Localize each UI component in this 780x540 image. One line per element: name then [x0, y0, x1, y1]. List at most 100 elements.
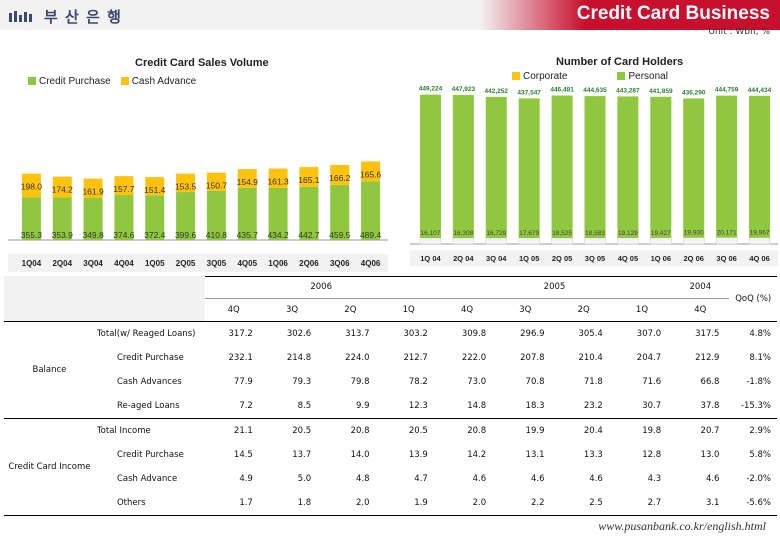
bar-personal	[683, 98, 705, 238]
x-tick-label: 3Q06	[330, 259, 350, 268]
bar-personal	[749, 95, 771, 238]
table-cell: 4.3	[647, 474, 662, 484]
table-cell: 71.8	[583, 377, 603, 387]
legend-label: Credit Purchase	[39, 76, 111, 87]
data-label-credit-purchase: 372.4	[144, 230, 166, 240]
data-label-cash-advance: 161.9	[82, 187, 104, 197]
data-label-personal: 443,287	[616, 87, 640, 94]
bar-corporate	[551, 237, 573, 245]
bar-credit-purchase	[52, 197, 72, 240]
data-label-credit-purchase: 349.8	[82, 230, 104, 240]
table-cell: 20.4	[554, 418, 613, 443]
data-label-corporate: 16,107	[421, 230, 441, 237]
data-label-corporate: 18,583	[585, 230, 605, 237]
x-tick-label: 2Q05	[176, 259, 196, 268]
data-label-personal: 437,547	[517, 89, 541, 96]
legend-item-credit-purchase: Credit Purchase	[28, 76, 111, 87]
data-label-cash-advance: 157.7	[113, 184, 135, 194]
legend-swatch-green	[617, 72, 626, 81]
table-cell: 4.8	[355, 474, 370, 484]
x-tick-label: 2Q04	[52, 259, 72, 268]
table-cell: 4.6	[705, 474, 720, 484]
group-label: Credit Card Income	[4, 418, 95, 515]
holders-chart-title: Number of Card Holders	[556, 56, 684, 68]
legend-item-corporate: Corporate	[512, 71, 567, 82]
data-label-personal: 436,290	[682, 89, 706, 96]
data-label-cash-advance: 150.7	[206, 181, 228, 191]
bar-cash-advance	[268, 168, 288, 188]
table-cell: 20.8	[437, 418, 497, 443]
x-tick-label: 2Q 05	[552, 254, 572, 263]
legend-swatch-yellow	[512, 72, 520, 81]
row-label: Credit Purchase	[116, 450, 184, 460]
table-cell: 79.3	[292, 377, 312, 387]
table-cell: 207.8	[520, 353, 545, 363]
table-cell: 13.1	[525, 450, 545, 460]
table-cell: 313.7	[321, 321, 380, 346]
table-row: Cash Advances 77.9 79.3 79.8 78.2 73.0 70.8 71.…	[4, 370, 777, 394]
bar-corporate	[419, 237, 442, 245]
data-label-personal: 444,434	[748, 87, 772, 94]
bar-corporate	[584, 237, 606, 245]
table-row: Credit Card Income Total Income 21.1 20.5 20…	[4, 418, 777, 515]
table-cell: 307.0	[612, 321, 672, 346]
quarter-header: 2Q	[577, 305, 590, 315]
bar-cash-advance	[21, 173, 41, 198]
table-cell: 4.6	[589, 474, 603, 484]
year-header: 2006	[204, 276, 438, 299]
table-row: Credit Purchase 14.5 13.7 14.0 13.9 14.2 13.1 1…	[4, 443, 777, 467]
table-cell: 73.0	[467, 377, 487, 387]
legend-swatch-yellow	[120, 77, 129, 86]
table-cell: 66.8	[700, 377, 720, 387]
x-tick-label: 4Q 05	[618, 254, 638, 263]
table-cell: 20.7	[671, 418, 730, 443]
table-cell: 14.2	[467, 450, 487, 460]
year-header: 2004	[671, 276, 730, 299]
data-label-cash-advance: 198.0	[21, 182, 43, 192]
legend-label: Corporate	[523, 71, 568, 82]
bar-cash-advance	[299, 167, 319, 187]
data-label-credit-purchase: 489.4	[360, 230, 382, 240]
data-label-corporate: 16,729	[486, 230, 506, 237]
table-cell: 210.4	[578, 353, 603, 363]
bar-corporate	[518, 237, 540, 245]
bar-corporate	[748, 237, 771, 245]
table-row: Re-aged Loans 7.2 8.5 9.9 12.3 14.8 18.3 23.2 30…	[4, 394, 777, 419]
legend-label: Cash Advance	[131, 76, 197, 87]
data-label-corporate: 19,427	[651, 230, 671, 237]
table-cell: 12.8	[642, 450, 662, 460]
table-cell: 18.3	[525, 401, 545, 411]
bar-credit-purchase	[299, 186, 319, 240]
footer-url[interactable]: www.pusanbank.co.kr/english.html	[598, 519, 766, 533]
data-label-credit-purchase: 399.6	[175, 230, 197, 240]
x-tick-label: 3Q04	[83, 259, 103, 268]
data-label-personal: 446,481	[550, 87, 574, 94]
quarter-header: 1Q	[402, 305, 415, 315]
bar-cash-advance	[83, 178, 103, 199]
table-cell: 8.5	[297, 401, 312, 411]
quarter-header: 4Q	[227, 305, 240, 315]
legend-swatch-green	[28, 77, 36, 86]
quarter-header: 3Q	[519, 305, 532, 315]
table-cell: 212.9	[695, 353, 720, 363]
table-cell: 20.5	[262, 418, 322, 443]
logo-mark-icon	[9, 10, 32, 22]
data-label-credit-purchase: 442.7	[298, 230, 320, 240]
x-tick-label: 1Q06	[268, 259, 288, 268]
table-cell: 12.3	[408, 401, 428, 411]
table-cell: 20.5	[379, 418, 438, 443]
table-bottom-rule	[4, 515, 777, 516]
data-label-credit-purchase: 459.5	[329, 230, 351, 240]
category-band	[8, 254, 388, 272]
data-label-credit-purchase: 374.6	[113, 230, 135, 240]
bar-cash-advance	[206, 172, 226, 191]
x-tick-label: 2Q 06	[684, 254, 704, 263]
data-label-personal: 447,923	[452, 86, 476, 93]
page-title: Credit Card Business	[576, 3, 770, 24]
x-tick-label: 4Q 06	[749, 254, 769, 263]
table-cell: 19.9	[496, 418, 555, 443]
table-cell: 317.2	[204, 321, 263, 346]
row-label: Total Income	[94, 418, 205, 443]
bar-credit-purchase	[206, 190, 226, 240]
bar-personal	[716, 95, 738, 238]
